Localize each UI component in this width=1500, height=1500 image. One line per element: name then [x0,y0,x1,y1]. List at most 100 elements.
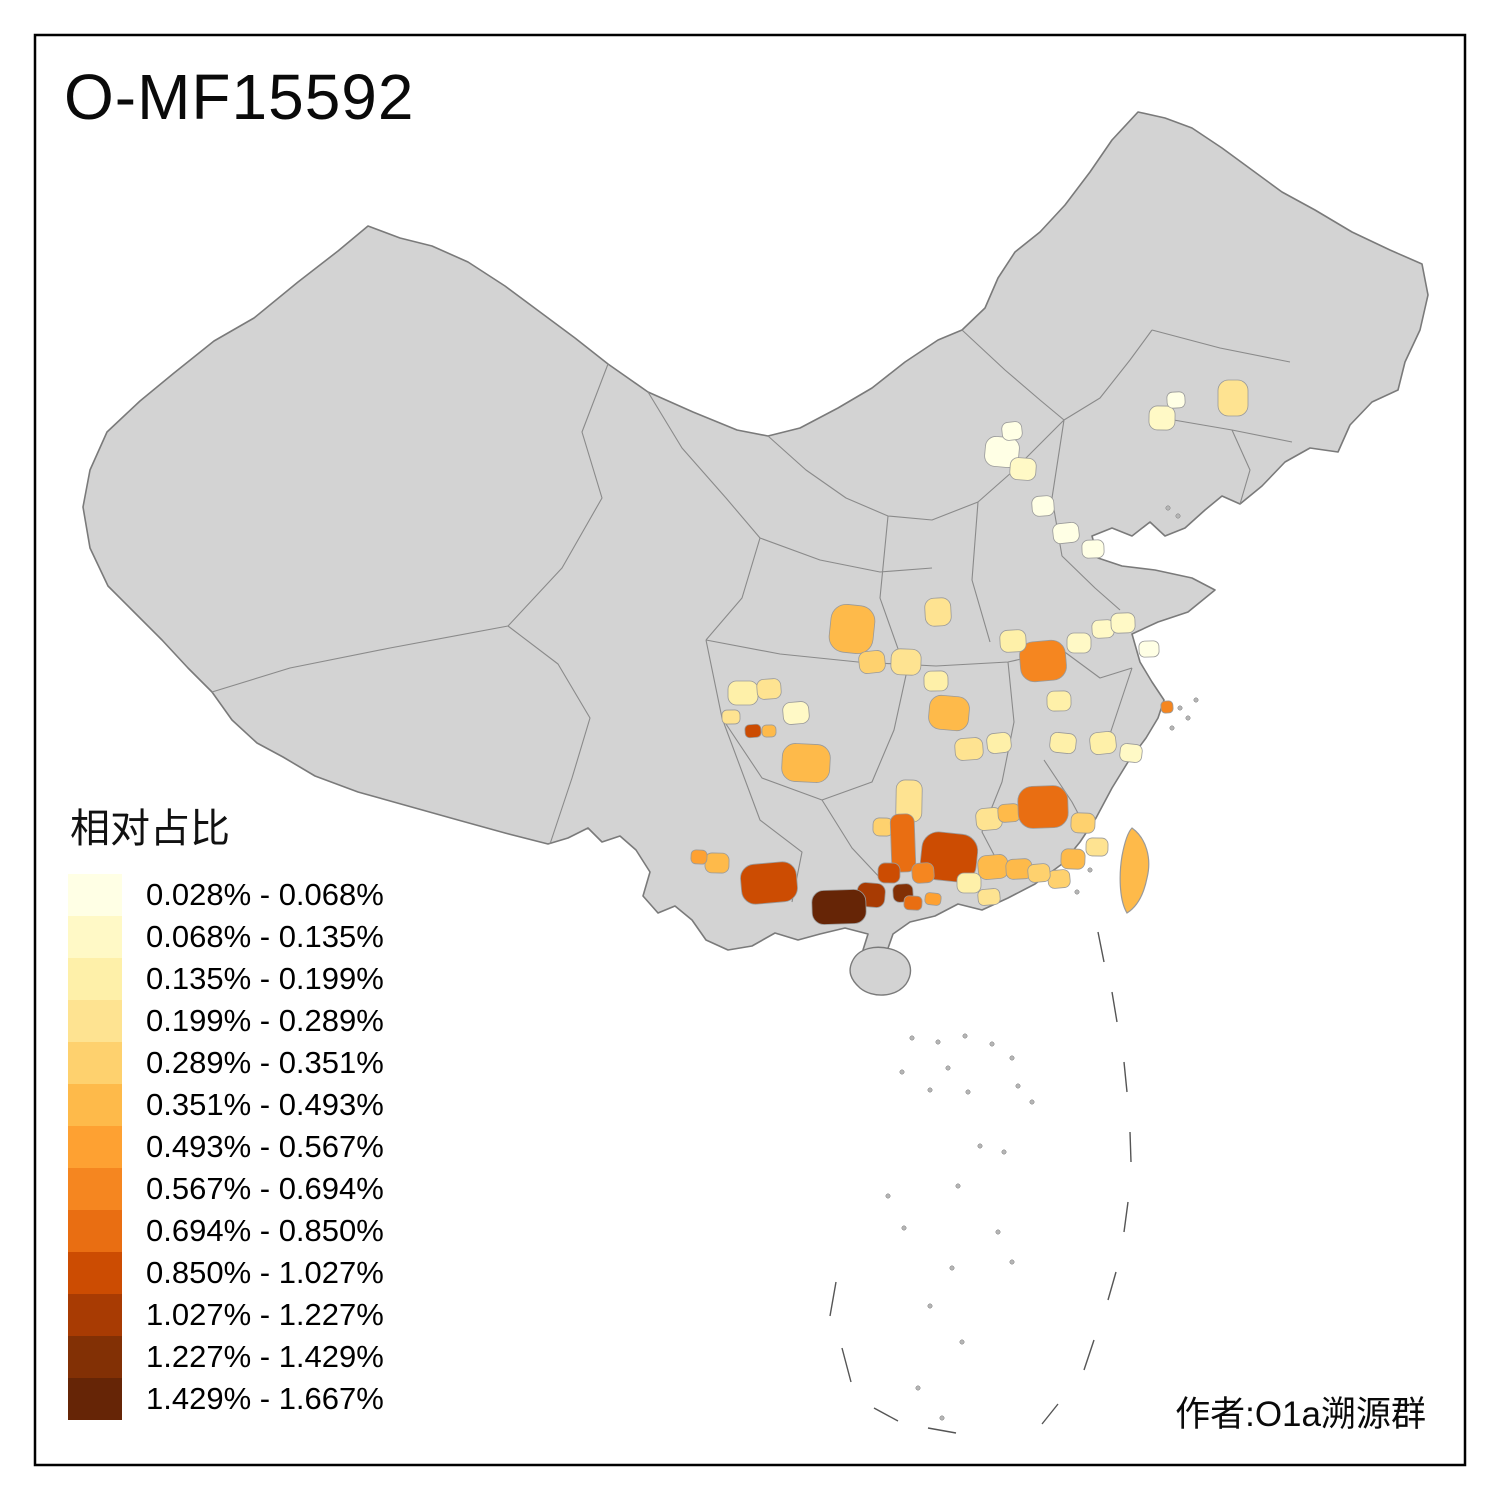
island-dot [909,1035,915,1041]
colored-prefectures-layer [690,379,1249,925]
island-dot [1177,705,1183,711]
island-dot [1029,1099,1035,1105]
legend-label: 0.567% - 0.694% [146,1171,384,1206]
island-dot [995,1229,1001,1235]
island-dot [927,1303,933,1309]
sea-dash-segment [927,1427,957,1434]
legend-row: 1.227% - 1.429% [68,1336,384,1378]
map-region [721,709,741,725]
legend-swatch [68,1126,122,1168]
legend-label: 0.850% - 1.027% [146,1255,384,1290]
map-region [1217,379,1249,417]
island-dot [977,1143,983,1149]
map-region [977,854,1009,880]
legend-label: 0.289% - 0.351% [146,1045,384,1080]
legend-row: 0.493% - 0.567% [68,1126,384,1168]
sea-dash-segment [1123,1061,1128,1093]
sea-dash-segment [1083,1339,1095,1371]
legend-label: 0.351% - 0.493% [146,1087,384,1122]
island-dot [959,1339,965,1345]
island-dot [1185,715,1191,721]
map-region [690,849,708,865]
map-region [924,892,942,906]
island-dot [1087,867,1093,873]
legend-row: 1.027% - 1.227% [68,1294,384,1336]
hainan-island-shape [849,946,912,996]
legend-row: 0.135% - 0.199% [68,958,384,1000]
map-region [1019,639,1067,683]
plot-frame [33,33,1467,1467]
island-dot [927,1087,933,1093]
legend-row: 0.567% - 0.694% [68,1168,384,1210]
legend-row: 0.068% - 0.135% [68,916,384,958]
map-region [954,737,984,761]
map-region [1031,495,1055,517]
map-region [986,732,1012,754]
map-region [828,603,876,655]
sea-dash-segment [1111,991,1118,1023]
map-region [1017,785,1069,829]
sea-dash-segment [1129,1131,1132,1163]
legend-swatch [68,1336,122,1378]
island-dot [1193,697,1199,703]
island-dot [915,1385,921,1391]
island-dot [955,1183,961,1189]
map-region [1047,869,1071,889]
sea-dash-segment [1097,931,1105,963]
map-region [877,862,901,884]
legend-row: 0.289% - 0.351% [68,1042,384,1084]
sea-dash-segment [1123,1201,1129,1233]
legend-swatch [68,1084,122,1126]
map-region [858,650,886,674]
map-region [997,803,1021,823]
legend-title: 相对占比 [70,807,230,851]
map-region [704,852,730,874]
island-dot [939,1415,945,1421]
map-region [781,743,831,783]
map-region [1081,539,1105,559]
map-region [1052,521,1080,545]
map-region [1089,731,1117,755]
legend-label: 0.493% - 0.567% [146,1129,384,1164]
island-dot [1165,505,1171,511]
map-region [923,670,949,692]
island-dot [1175,513,1181,519]
legend-row: 0.694% - 0.850% [68,1210,384,1252]
map-region [889,813,917,873]
legend-swatch [68,874,122,916]
map-region [1066,632,1092,654]
island-dot [1009,1259,1015,1265]
map-region [1060,848,1086,870]
map-region [1070,812,1096,834]
island-dot [965,1089,971,1095]
map-region [928,694,970,732]
map-region [1046,690,1072,712]
map-region [740,861,798,905]
island-dot [949,1265,955,1271]
legend-items: 0.028% - 0.068% 0.068% - 0.135% 0.135% - 0… [68,874,384,1420]
island-dot [899,1069,905,1075]
map-region [977,888,1001,906]
mainland-china-shape [82,111,1429,967]
sea-dash-segment [829,1281,837,1317]
map-region [1138,640,1160,658]
legend-label: 0.694% - 0.850% [146,1213,384,1248]
map-region [903,895,923,911]
legend-label: 0.068% - 0.135% [146,919,384,954]
map-region [919,831,979,883]
map-region [744,723,762,739]
sea-dash-segment [873,1407,899,1422]
map-region [956,872,982,894]
legend-row: 0.850% - 1.027% [68,1252,384,1294]
legend-row: 0.351% - 0.493% [68,1084,384,1126]
legend-row: 0.199% - 0.289% [68,1000,384,1042]
island-dot [1009,1055,1015,1061]
legend-swatch [68,1210,122,1252]
map-region [811,889,867,925]
small-islands-layer [885,505,1199,1421]
legend-swatch [68,958,122,1000]
legend-row: 0.028% - 0.068% [68,874,384,916]
island-dot [901,1225,907,1231]
legend-label: 0.135% - 0.199% [146,961,384,996]
